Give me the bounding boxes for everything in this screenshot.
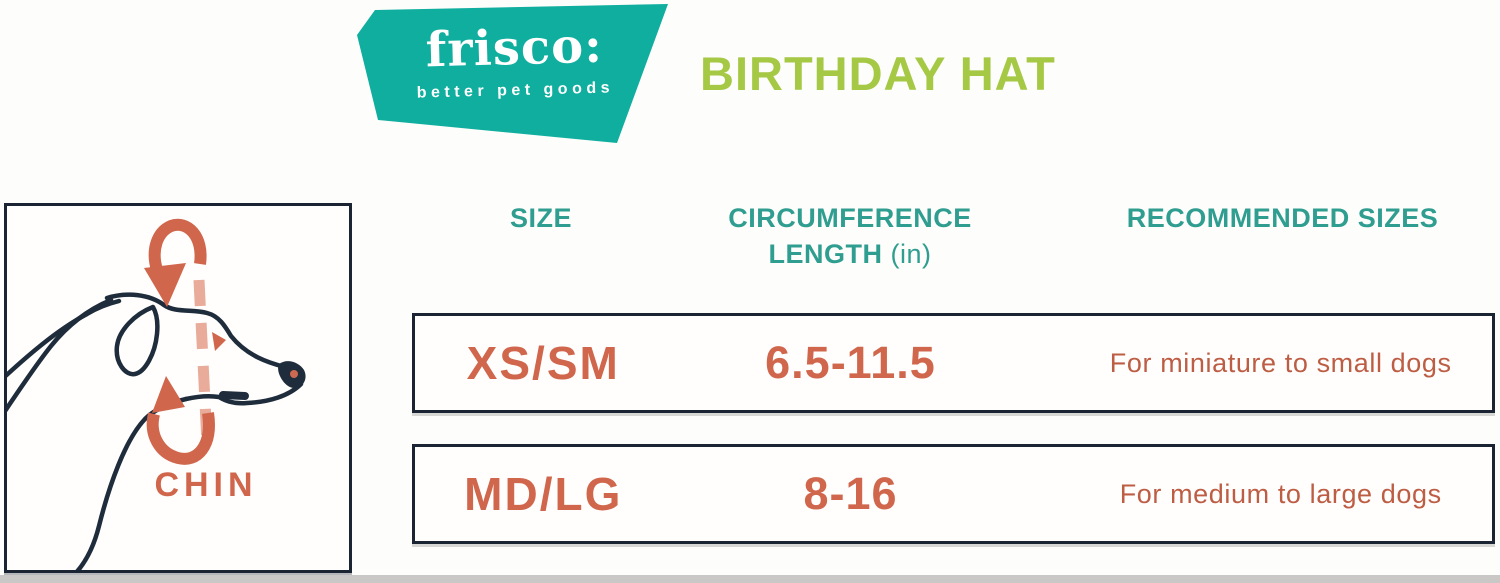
- row-recommended: For miniature to small dogs: [1109, 347, 1452, 378]
- dog-head-illustration: [0, 218, 306, 579]
- header-size: SIZE: [509, 203, 572, 233]
- brand-logo: frisco:: [424, 17, 604, 79]
- measure-wedge-icon: [212, 332, 226, 351]
- row-size: MD/LG: [464, 468, 623, 520]
- header-recommended: RECOMMENDED SIZES: [1126, 203, 1439, 233]
- row-size: XS/SM: [466, 337, 620, 389]
- banner-ribbon-shape: [357, 4, 668, 143]
- brand-banner: frisco: better pet goods: [350, 0, 680, 152]
- measurement-diagram: CHIN: [0, 203, 352, 579]
- page-title: BIRTHDAY HAT: [700, 47, 1056, 100]
- table-row: XS/SM 6.5-11.5 For miniature to small do…: [412, 313, 1495, 413]
- bottom-edge-strip: [0, 575, 1500, 583]
- dog-outline: [0, 292, 304, 579]
- table-header-row: SIZE CIRCUMFERENCE LENGTH (in) RECOMMEND…: [412, 200, 1495, 273]
- chin-label: CHIN: [154, 466, 258, 504]
- header-circumference: CIRCUMFERENCE LENGTH (in): [728, 203, 972, 270]
- header-unit: (in): [890, 239, 932, 270]
- brand-tagline: better pet goods: [416, 79, 615, 102]
- measure-chin-arrow-icon: [146, 376, 215, 465]
- row-circumference: 6.5-11.5: [765, 337, 936, 388]
- row-circumference: 8-16: [803, 468, 898, 519]
- table-row: MD/LG 8-16 For medium to large dogs: [412, 444, 1495, 544]
- row-recommended: For medium to large dogs: [1119, 478, 1442, 509]
- nose-highlight: [290, 370, 298, 378]
- measure-top-arrow-icon: [144, 218, 207, 307]
